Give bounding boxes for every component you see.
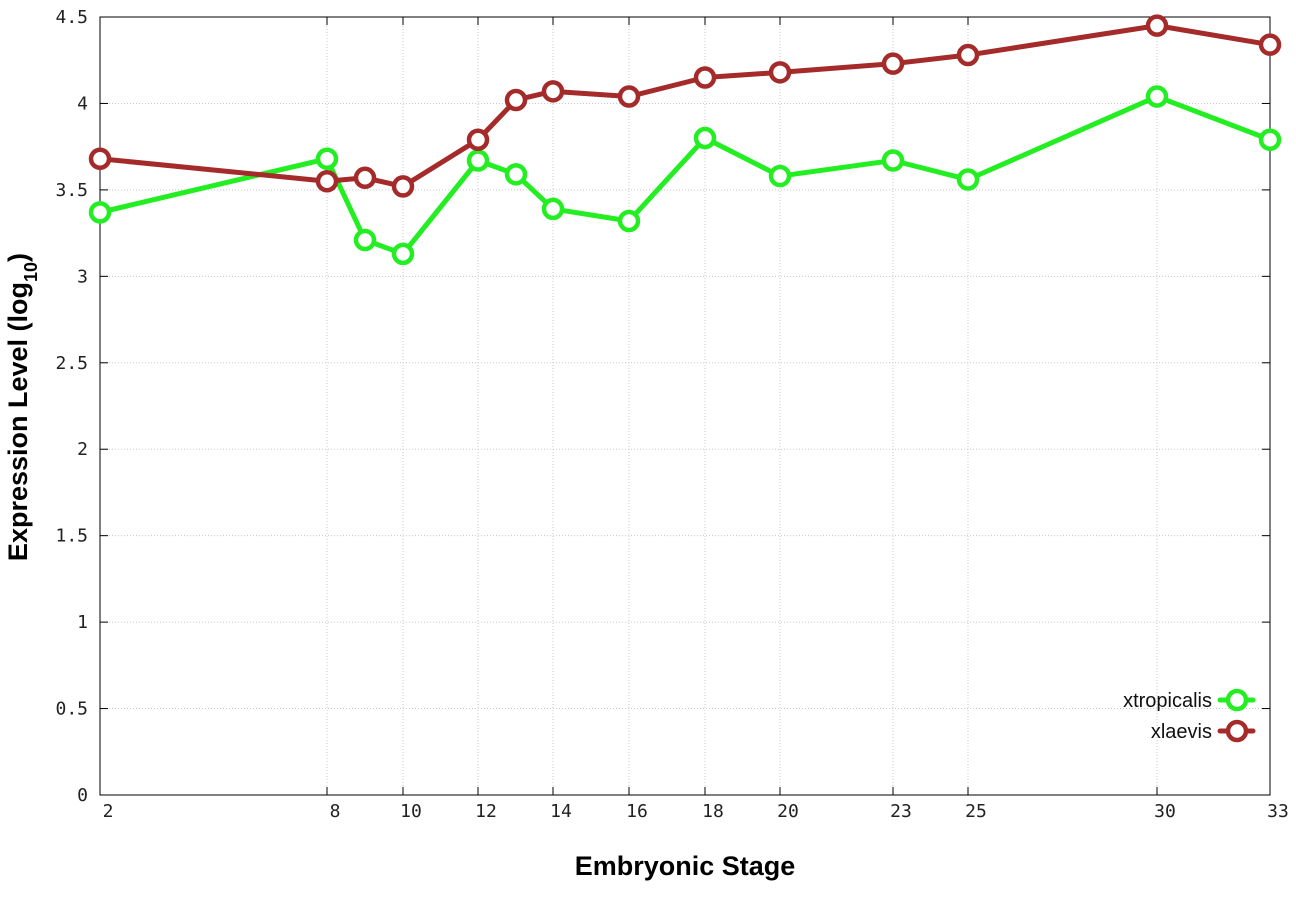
data-point-xlaevis	[391, 175, 415, 198]
data-point-xlaevis	[466, 128, 490, 152]
y-tick-label: 4.5	[55, 7, 88, 28]
y-tick-label: 2.5	[55, 353, 88, 374]
data-point-xlaevis	[504, 88, 528, 112]
x-tick-label: 25	[965, 801, 987, 822]
x-tick-label: 30	[1154, 801, 1176, 822]
x-tick-label: 16	[626, 801, 648, 822]
data-point-xtropicalis	[315, 147, 339, 171]
x-tick-label: 20	[777, 801, 799, 822]
y-tick-label: 4	[77, 93, 88, 114]
data-point-xtropicalis	[88, 201, 112, 224]
x-tick-label: 10	[400, 801, 422, 822]
data-point-xlaevis	[693, 66, 717, 89]
x-tick-label: 23	[890, 801, 912, 822]
legend-label-xlaevis: xlaevis	[1151, 721, 1212, 743]
data-point-xlaevis	[353, 166, 377, 190]
data-point-xtropicalis	[466, 149, 490, 172]
grid-lines	[100, 17, 1270, 795]
x-tick-label: 12	[475, 801, 497, 822]
y-tick-label: 3.5	[55, 180, 88, 201]
y-tick-label: 0	[77, 785, 88, 806]
y-tick-label: 1	[77, 612, 88, 633]
data-point-xtropicalis	[1258, 128, 1282, 152]
data-point-xtropicalis	[881, 149, 905, 172]
series-layer	[88, 14, 1282, 266]
axis-ticks	[99, 16, 1271, 796]
series-xtropicalis	[88, 85, 1282, 266]
legend-label-xtropicalis: xtropicalis	[1123, 690, 1212, 712]
legend-marker-xlaevis	[1225, 719, 1249, 743]
y-tick-label: 1.5	[55, 526, 88, 547]
data-point-xtropicalis	[617, 209, 641, 233]
data-point-xtropicalis	[768, 164, 792, 188]
legend: xtropicalis xlaevis	[1123, 688, 1256, 743]
x-axis-title: Embryonic Stage	[575, 851, 796, 881]
x-tick-label: 8	[330, 801, 341, 822]
y-axis-title: Expression Level (log10)	[3, 253, 41, 561]
data-point-xtropicalis	[956, 168, 980, 191]
y-tick-label: 3	[77, 266, 88, 287]
x-tick-label: 14	[550, 801, 572, 822]
data-point-xtropicalis	[353, 228, 377, 252]
y-axis-title-subscript: 10	[21, 262, 41, 282]
plot-frame	[99, 16, 1271, 796]
data-point-xlaevis	[541, 80, 565, 103]
data-point-xtropicalis	[504, 163, 528, 186]
data-point-xlaevis	[1258, 33, 1282, 56]
data-point-xtropicalis	[541, 197, 565, 221]
data-point-xtropicalis	[1145, 85, 1169, 108]
data-point-xlaevis	[956, 43, 980, 67]
x-tick-label: 2	[103, 801, 114, 822]
data-point-xlaevis	[881, 52, 905, 75]
data-point-xlaevis	[768, 61, 792, 84]
y-axis-title-main: Expression Level (log	[3, 282, 33, 561]
data-point-xlaevis	[315, 169, 339, 193]
data-point-xlaevis	[617, 85, 641, 108]
series-xlaevis	[88, 14, 1282, 198]
data-point-xlaevis	[1145, 14, 1169, 37]
data-point-xlaevis	[88, 147, 112, 171]
axis-tick-labels: 0 0.5 1 1.5 2 2.5 3 3.5 4 4.5 2 8 10 12 14 16 18 20 23 25 30…	[55, 7, 1288, 822]
legend-marker-xtropicalis	[1225, 688, 1249, 712]
data-point-xtropicalis	[693, 126, 717, 150]
y-axis-title-close: )	[3, 253, 33, 262]
data-point-xtropicalis	[391, 242, 415, 266]
y-tick-label: 0.5	[55, 699, 88, 720]
x-tick-label: 33	[1267, 801, 1289, 822]
svg-text:Expression Level (log10): Expression Level (log10)	[3, 253, 41, 561]
y-tick-label: 2	[77, 439, 88, 460]
x-tick-label: 18	[702, 801, 724, 822]
